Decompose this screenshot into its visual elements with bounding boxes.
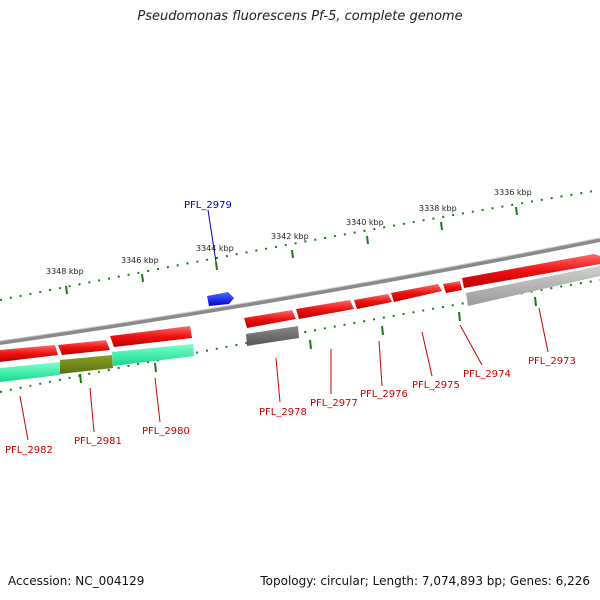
genome-title: Pseudomonas fluorescens Pf-5, complete g… <box>137 9 463 24</box>
reverse-cds-row <box>0 266 600 382</box>
inner-major-ticks <box>79 296 537 384</box>
gene-label-pfl-2978: PFL_2978 <box>259 407 307 418</box>
axis-label-3348: 3348 kbp <box>46 267 84 276</box>
accession-text: Accession: NC_004129 <box>8 574 145 588</box>
axis-label-3340: 3340 kbp <box>346 218 384 227</box>
cds-pfl-2978-dark <box>246 326 299 346</box>
cds-pfl-2978-fwd <box>296 300 354 319</box>
cds-pfl-2982-fwd <box>0 345 58 362</box>
axis-label-3338: 3338 kbp <box>419 204 457 213</box>
cds-pfl-2978b-fwd <box>244 310 296 328</box>
axis-label-3342: 3342 kbp <box>271 232 309 241</box>
gene-label-pfl-2981: PFL_2981 <box>74 436 122 447</box>
gene-label-pfl-2975: PFL_2975 <box>412 380 460 391</box>
cds-pfl-2976-fwd <box>391 284 442 302</box>
cds-pfl-2980-fwd <box>110 326 192 347</box>
genome-summary-text: Topology: circular; Length: 7,074,893 bp… <box>260 574 590 588</box>
gene-label-pfl-2980: PFL_2980 <box>142 426 190 437</box>
gene-label-pfl-2976: PFL_2976 <box>360 389 408 400</box>
label-leaders <box>19 209 549 441</box>
cds-pfl-2974 <box>462 254 600 288</box>
cds-pfl-2981-fwd <box>58 340 110 355</box>
gene-label-pfl-2977: PFL_2977 <box>310 398 358 409</box>
outer-major-ticks <box>65 206 518 295</box>
cds-pfl-2982-teal <box>0 362 60 382</box>
cds-pfl-2975-fwd <box>443 281 462 293</box>
cds-pfl-2980-teal <box>112 344 194 366</box>
outer-tick-ring <box>0 189 600 301</box>
forward-cds-row <box>0 254 600 362</box>
axis-label-3344: 3344 kbp <box>196 244 234 253</box>
cds-pfl-2973-gray <box>466 266 600 306</box>
cds-pfl-2977-fwd <box>354 294 392 309</box>
cds-pfl-2981-olive <box>60 355 113 374</box>
gene-label-pfl-2974: PFL_2974 <box>463 369 511 380</box>
gene-label-pfl-2973: PFL_2973 <box>528 356 576 367</box>
gene-label-pfl-2982: PFL_2982 <box>5 445 53 456</box>
genome-backbone <box>0 238 600 345</box>
axis-label-3336: 3336 kbp <box>494 188 532 197</box>
axis-label-3346: 3346 kbp <box>121 256 159 265</box>
cds-pfl-2979-highlight <box>207 292 234 306</box>
gene-label-pfl-2979: PFL_2979 <box>184 200 232 211</box>
